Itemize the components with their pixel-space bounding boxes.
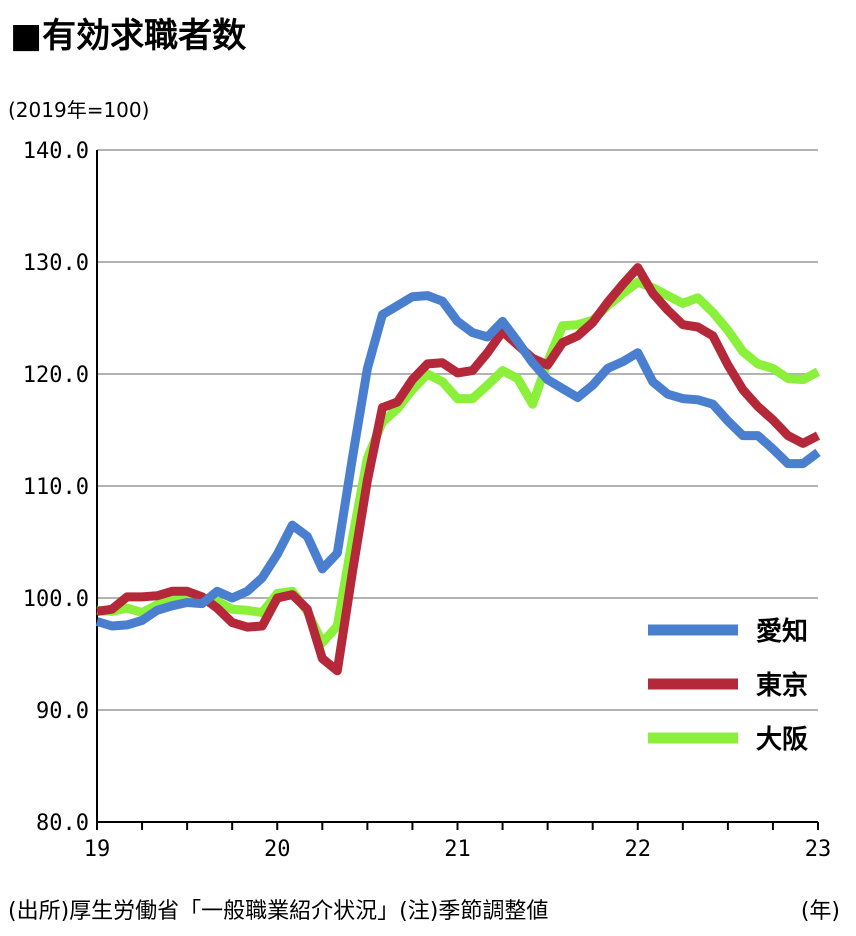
y-tick-label: 130.0	[23, 251, 89, 276]
x-tick-label: 19	[84, 837, 111, 862]
y-tick-label: 100.0	[23, 587, 89, 612]
y-tick-label: 110.0	[23, 475, 89, 500]
series-line-2	[96, 277, 821, 648]
x-tick-label: 23	[805, 837, 832, 862]
x-tick-label: 21	[444, 837, 471, 862]
x-tick-label: 20	[264, 837, 291, 862]
y-tick-label: 90.0	[36, 699, 89, 724]
y-tick-label: 120.0	[23, 363, 89, 388]
series-lines	[95, 263, 821, 676]
legend-label-1: 東京	[756, 670, 808, 701]
source-note: (出所)厚生労働省「一般職業紹介状況」(注)季節調整値	[8, 899, 549, 924]
series-line-0	[95, 291, 821, 631]
grid-lines	[97, 149, 818, 711]
x-axis-unit: (年)	[800, 899, 840, 924]
legend-label-0: 愛知	[756, 617, 808, 647]
x-tick-label: 22	[625, 837, 652, 862]
legend-label-2: 大阪	[756, 725, 808, 755]
y-axis-unit: (2019年=100)	[8, 98, 150, 122]
x-tick-labels: 19 20 21 22 23	[84, 837, 832, 862]
y-tick-label: 140.0	[23, 139, 89, 164]
y-tick-labels: 80.0 90.0 100.0 110.0 120.0 130.0 140.0	[23, 139, 89, 836]
series-line-1	[96, 263, 821, 676]
axes	[96, 150, 819, 830]
chart-title: ■有効求職者数	[10, 16, 247, 56]
y-tick-label: 80.0	[36, 811, 89, 836]
